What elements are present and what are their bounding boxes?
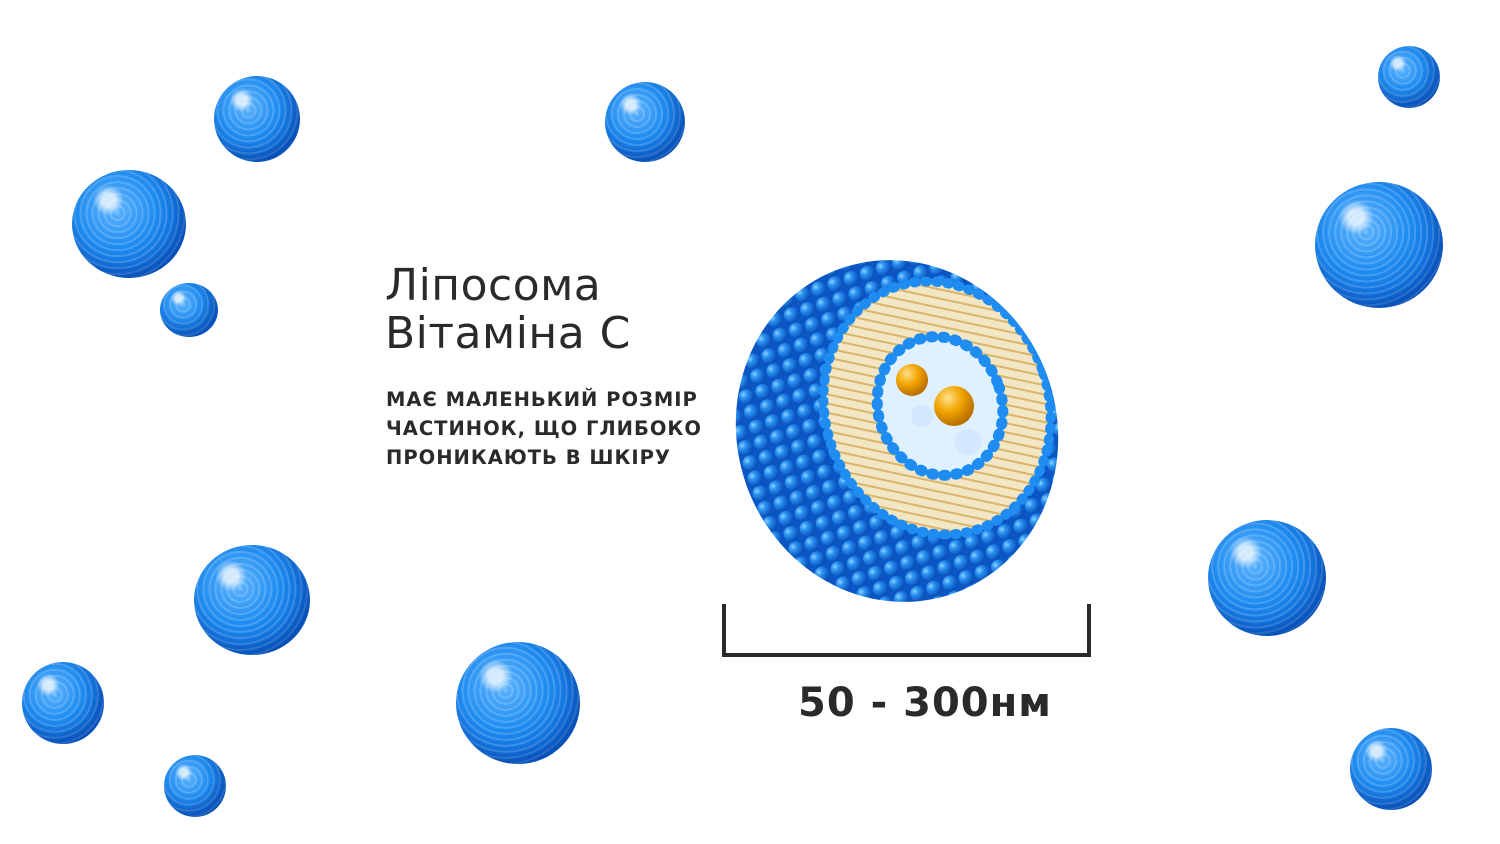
- liposome-sphere-icon: [160, 283, 218, 337]
- liposome-sphere-icon: [164, 755, 226, 817]
- liposome-sphere-icon: [1208, 520, 1326, 636]
- size-label: 50 - 300нм: [798, 680, 1052, 726]
- liposome-sphere-icon: [456, 642, 580, 764]
- liposome-sphere-icon: [214, 76, 300, 162]
- description: МАЄ МАЛЕНЬКИЙ РОЗМІР ЧАСТИНОК, ЩО ГЛИБОК…: [386, 385, 702, 472]
- title-line-1: Ліпосома: [385, 260, 602, 311]
- liposome-sphere-icon: [72, 170, 186, 278]
- liposome-sphere-icon: [1378, 46, 1440, 108]
- liposome-illustration-icon: [735, 260, 1059, 602]
- liposome-sphere-icon: [1315, 182, 1443, 308]
- liposome-sphere-icon: [1350, 728, 1432, 810]
- description-line-2: ЧАСТИНОК, ЩО ГЛИБОКО: [386, 417, 702, 440]
- page-title: Ліпосома Вітаміна С: [385, 262, 631, 358]
- scale-bracket-icon: [722, 604, 1091, 657]
- title-line-2: Вітаміна С: [385, 308, 631, 359]
- description-line-3: ПРОНИКАЮТЬ В ШКІРУ: [386, 446, 671, 469]
- liposome-sphere-icon: [22, 662, 104, 744]
- description-line-1: МАЄ МАЛЕНЬКИЙ РОЗМІР: [386, 388, 698, 411]
- liposome-sphere-icon: [194, 545, 310, 655]
- liposome-sphere-icon: [605, 82, 685, 162]
